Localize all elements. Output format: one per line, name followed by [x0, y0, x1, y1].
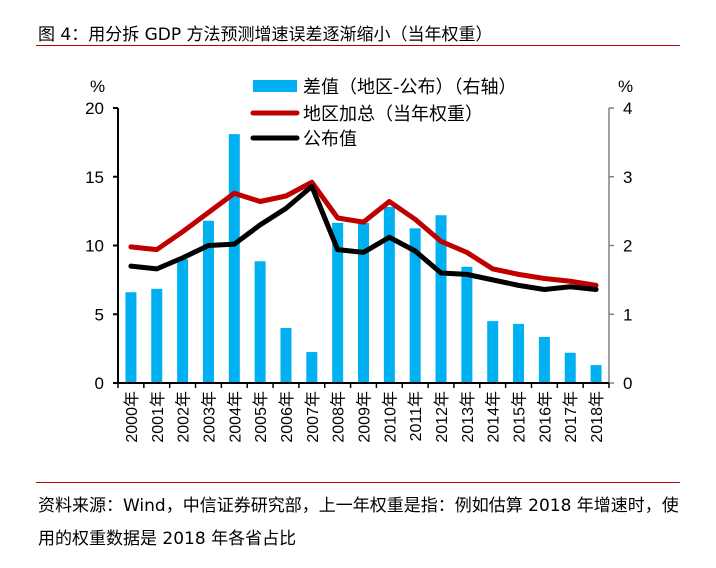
left-tick-label: 10: [85, 237, 104, 256]
x-tick-label: 2016年: [536, 391, 554, 443]
bar-2016年: [538, 336, 550, 383]
x-tick-label: 2012年: [433, 391, 451, 443]
bar-2012年: [435, 215, 447, 383]
bar-2007年: [306, 352, 318, 383]
x-tick-label: 2005年: [252, 391, 270, 443]
left-tick-label: 20: [85, 99, 104, 118]
bar-2014年: [487, 321, 499, 383]
bar-2008年: [332, 222, 344, 383]
figure-title: 图 4：用分拆 GDP 方法预测增速误差逐渐缩小（当年权重）: [38, 25, 493, 45]
bar-2010年: [383, 207, 395, 383]
x-tick-label: 2001年: [149, 391, 167, 443]
bar-2002年: [177, 259, 189, 383]
legend-swatch-bar: [253, 80, 297, 92]
bar-2011年: [409, 228, 421, 383]
x-tick-label: 2000年: [123, 391, 141, 443]
left-tick-label: 15: [85, 168, 104, 187]
bar-2017年: [564, 352, 576, 383]
bar-2009年: [358, 222, 369, 383]
bar-2001年: [151, 288, 163, 383]
source-note: 资料来源：Wind，中信证券研究部，上一年权重是指：例如估算 2018 年增速时…: [38, 496, 679, 549]
source-divider: [36, 482, 680, 483]
left-tick-label: 5: [95, 305, 104, 324]
x-tick-label: 2015年: [511, 391, 529, 443]
x-tick-label: 2004年: [226, 391, 244, 443]
right-tick-label: 2: [623, 237, 632, 256]
title-divider: [36, 45, 680, 46]
right-tick-label: 3: [623, 168, 632, 187]
x-tick-label: 2006年: [278, 391, 296, 443]
x-tick-label: 2017年: [562, 391, 580, 443]
bar-2015年: [513, 323, 525, 383]
bar-2006年: [280, 328, 292, 383]
right-axis-unit: %: [618, 77, 633, 96]
x-tick-label: 2002年: [175, 391, 193, 443]
x-tick-label: 2008年: [330, 391, 348, 443]
legend-label-published: 公布值: [303, 129, 357, 150]
x-tick-label: 2007年: [304, 391, 322, 443]
x-tick-label: 2010年: [381, 391, 399, 443]
bar-2000年: [125, 292, 137, 383]
bar-2018年: [590, 365, 602, 383]
bar-2004年: [228, 134, 240, 383]
left-axis-unit: %: [90, 77, 105, 96]
x-tick-label: 2014年: [485, 391, 503, 443]
x-tick-label: 2009年: [356, 391, 374, 443]
bar-2005年: [254, 261, 266, 383]
bar-2003年: [202, 220, 214, 383]
x-tick-label: 2011年: [407, 391, 425, 441]
x-tick-label: 2003年: [200, 391, 218, 443]
x-tick-label: 2018年: [588, 391, 606, 443]
right-tick-label: 4: [623, 99, 632, 118]
right-tick-label: 0: [623, 374, 632, 393]
legend-label-regional-sum: 地区加总（当年权重）: [303, 104, 483, 125]
bar-2013年: [461, 266, 473, 383]
x-tick-label: 2013年: [459, 391, 477, 443]
left-tick-label: 0: [95, 374, 104, 393]
legend-label-bar: 差值（地区-公布）（右轴）: [303, 77, 517, 98]
right-tick-label: 1: [623, 305, 632, 324]
